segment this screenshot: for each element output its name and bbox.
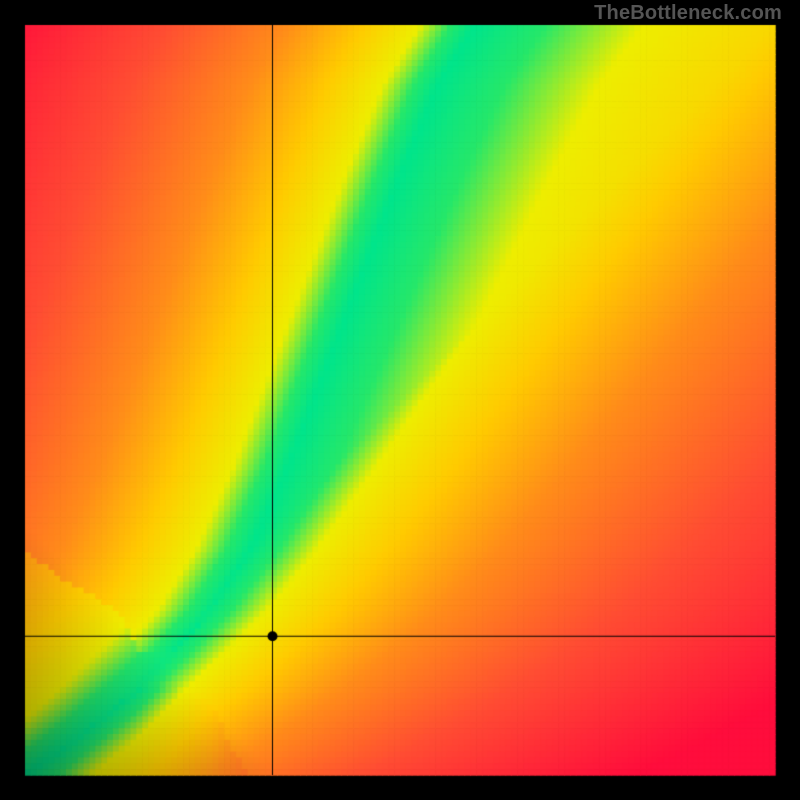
attribution-text: TheBottleneck.com <box>594 2 782 25</box>
chart-wrapper: TheBottleneck.com <box>0 0 800 800</box>
heatmap-canvas <box>0 0 800 800</box>
